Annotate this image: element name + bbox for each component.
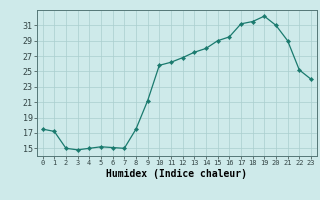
X-axis label: Humidex (Indice chaleur): Humidex (Indice chaleur): [106, 169, 247, 179]
